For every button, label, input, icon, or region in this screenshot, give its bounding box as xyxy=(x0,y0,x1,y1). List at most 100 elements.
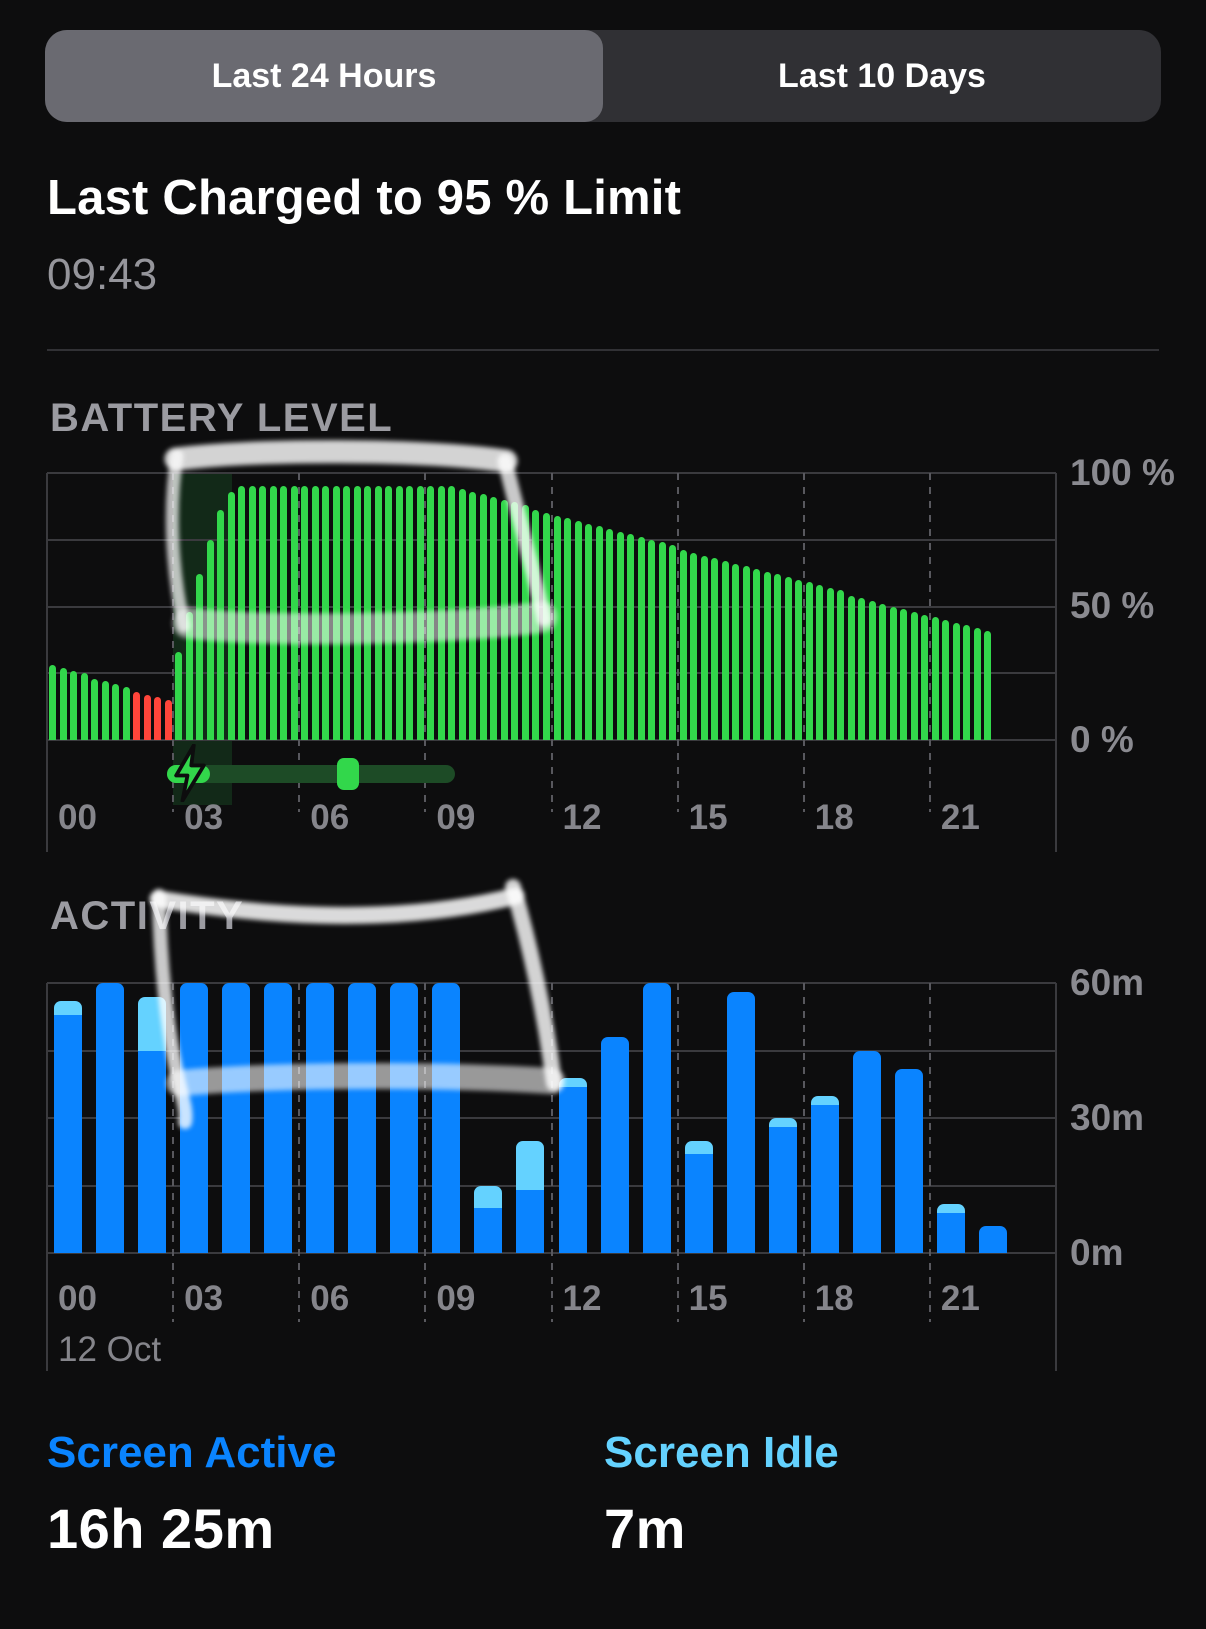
charging-session-track xyxy=(166,765,455,783)
x-axis-label: 03 xyxy=(184,798,224,837)
x-axis-label: 18 xyxy=(814,798,854,837)
battery-bar xyxy=(196,574,204,740)
activity-bar-screen-idle xyxy=(936,1203,965,1213)
activity-bar-screen-active xyxy=(936,1212,965,1253)
battery-bar xyxy=(868,601,876,740)
battery-bar xyxy=(879,603,887,740)
battery-bar xyxy=(248,486,256,740)
battery-bar xyxy=(301,486,309,740)
battery-bar xyxy=(353,486,361,740)
x-axis-label: 06 xyxy=(310,1279,350,1318)
battery-bar xyxy=(458,489,466,740)
battery-bar xyxy=(984,630,992,740)
battery-bar xyxy=(479,494,487,740)
battery-bar xyxy=(542,513,550,740)
battery-bar xyxy=(942,619,950,740)
gridline-vertical-dashed xyxy=(424,473,427,812)
battery-bar xyxy=(332,486,340,740)
battery-bar xyxy=(238,486,246,740)
activity-bar-screen-active xyxy=(264,983,293,1253)
battery-bar xyxy=(679,550,687,740)
gridline-vertical-dashed xyxy=(676,473,679,812)
gridline-vertical-dashed xyxy=(550,983,553,1322)
activity-bar-screen-active xyxy=(138,1050,167,1253)
activity-bar-screen-idle xyxy=(138,996,167,1051)
battery-bar xyxy=(343,486,351,740)
battery-bar xyxy=(374,486,382,740)
activity-bar-screen-active xyxy=(54,1014,82,1253)
chart-border-left xyxy=(46,473,48,852)
activity-bar-screen-active xyxy=(810,1104,839,1253)
battery-bar xyxy=(690,553,698,740)
activity-bar-screen-active xyxy=(600,1037,629,1253)
tab-last-10-days[interactable]: Last 10 Days xyxy=(603,30,1161,122)
activity-bar-screen-active xyxy=(348,983,377,1253)
gridline-vertical-dashed xyxy=(172,983,175,1322)
lightning-bolt-icon xyxy=(173,743,207,803)
battery-bar xyxy=(763,571,771,740)
activity-bar-screen-active xyxy=(894,1068,923,1253)
x-axis-label: 09 xyxy=(436,1279,476,1318)
battery-bar xyxy=(973,627,981,740)
activity-bar-screen-active xyxy=(852,1050,881,1253)
battery-bar xyxy=(227,491,235,740)
time-range-segmented-control[interactable]: Last 24 Hours Last 10 Days xyxy=(45,30,1161,122)
battery-level-section-title: BATTERY LEVEL xyxy=(50,396,394,440)
battery-bar xyxy=(395,486,403,740)
activity-bar-screen-idle xyxy=(684,1140,713,1154)
battery-bar xyxy=(669,545,677,740)
page-title: Last Charged to 95 % Limit xyxy=(47,171,682,225)
battery-bar xyxy=(185,611,193,740)
y-axis-label: 60m xyxy=(1070,962,1145,1003)
battery-bar xyxy=(133,691,141,740)
x-axis-label: 12 xyxy=(562,798,602,837)
activity-bar-screen-idle xyxy=(810,1095,839,1105)
battery-bar xyxy=(206,539,214,740)
battery-bar xyxy=(952,622,960,740)
date-label: 12 Oct xyxy=(58,1330,162,1369)
tab-last-24-hours[interactable]: Last 24 Hours xyxy=(45,30,603,122)
y-axis-label: 0 % xyxy=(1070,719,1134,760)
battery-bar xyxy=(154,697,162,740)
battery-bar xyxy=(448,486,456,740)
battery-bar xyxy=(847,595,855,740)
battery-bar xyxy=(490,497,498,740)
battery-bar xyxy=(511,502,519,740)
battery-bar xyxy=(122,686,130,740)
battery-bar xyxy=(921,614,929,740)
chart-border-right xyxy=(1055,473,1057,852)
battery-bar xyxy=(910,611,918,740)
battery-bar xyxy=(963,625,971,740)
activity-bar-screen-active xyxy=(222,983,251,1253)
screen-active-label: Screen Active xyxy=(47,1428,337,1477)
activity-bar-screen-active xyxy=(432,983,461,1253)
battery-bar xyxy=(742,566,750,740)
battery-bar xyxy=(364,486,372,740)
activity-bar-screen-idle xyxy=(558,1077,587,1087)
battery-bar xyxy=(143,694,151,740)
battery-bar xyxy=(858,598,866,740)
battery-bar xyxy=(280,486,288,740)
last-charged-time: 09:43 xyxy=(47,250,158,299)
battery-bar xyxy=(437,486,445,740)
separator-line xyxy=(47,349,1159,351)
activity-bar-screen-active xyxy=(306,983,335,1253)
battery-bar xyxy=(711,558,719,740)
battery-bar xyxy=(175,651,183,740)
activity-bar-screen-active xyxy=(768,1127,797,1253)
battery-bar xyxy=(585,523,593,740)
x-axis-label: 09 xyxy=(436,798,476,837)
battery-bar xyxy=(164,699,172,740)
x-axis-label: 18 xyxy=(814,1279,854,1318)
battery-bar xyxy=(795,579,803,740)
y-axis-label: 0m xyxy=(1070,1232,1124,1273)
activity-bar-screen-idle xyxy=(768,1118,797,1127)
activity-bar-screen-active xyxy=(96,983,125,1253)
activity-bar-screen-active xyxy=(726,992,755,1253)
battery-bar xyxy=(269,486,277,740)
battery-bar xyxy=(900,609,908,740)
battery-bar xyxy=(816,585,824,740)
y-axis-label: 100 % xyxy=(1070,452,1175,493)
